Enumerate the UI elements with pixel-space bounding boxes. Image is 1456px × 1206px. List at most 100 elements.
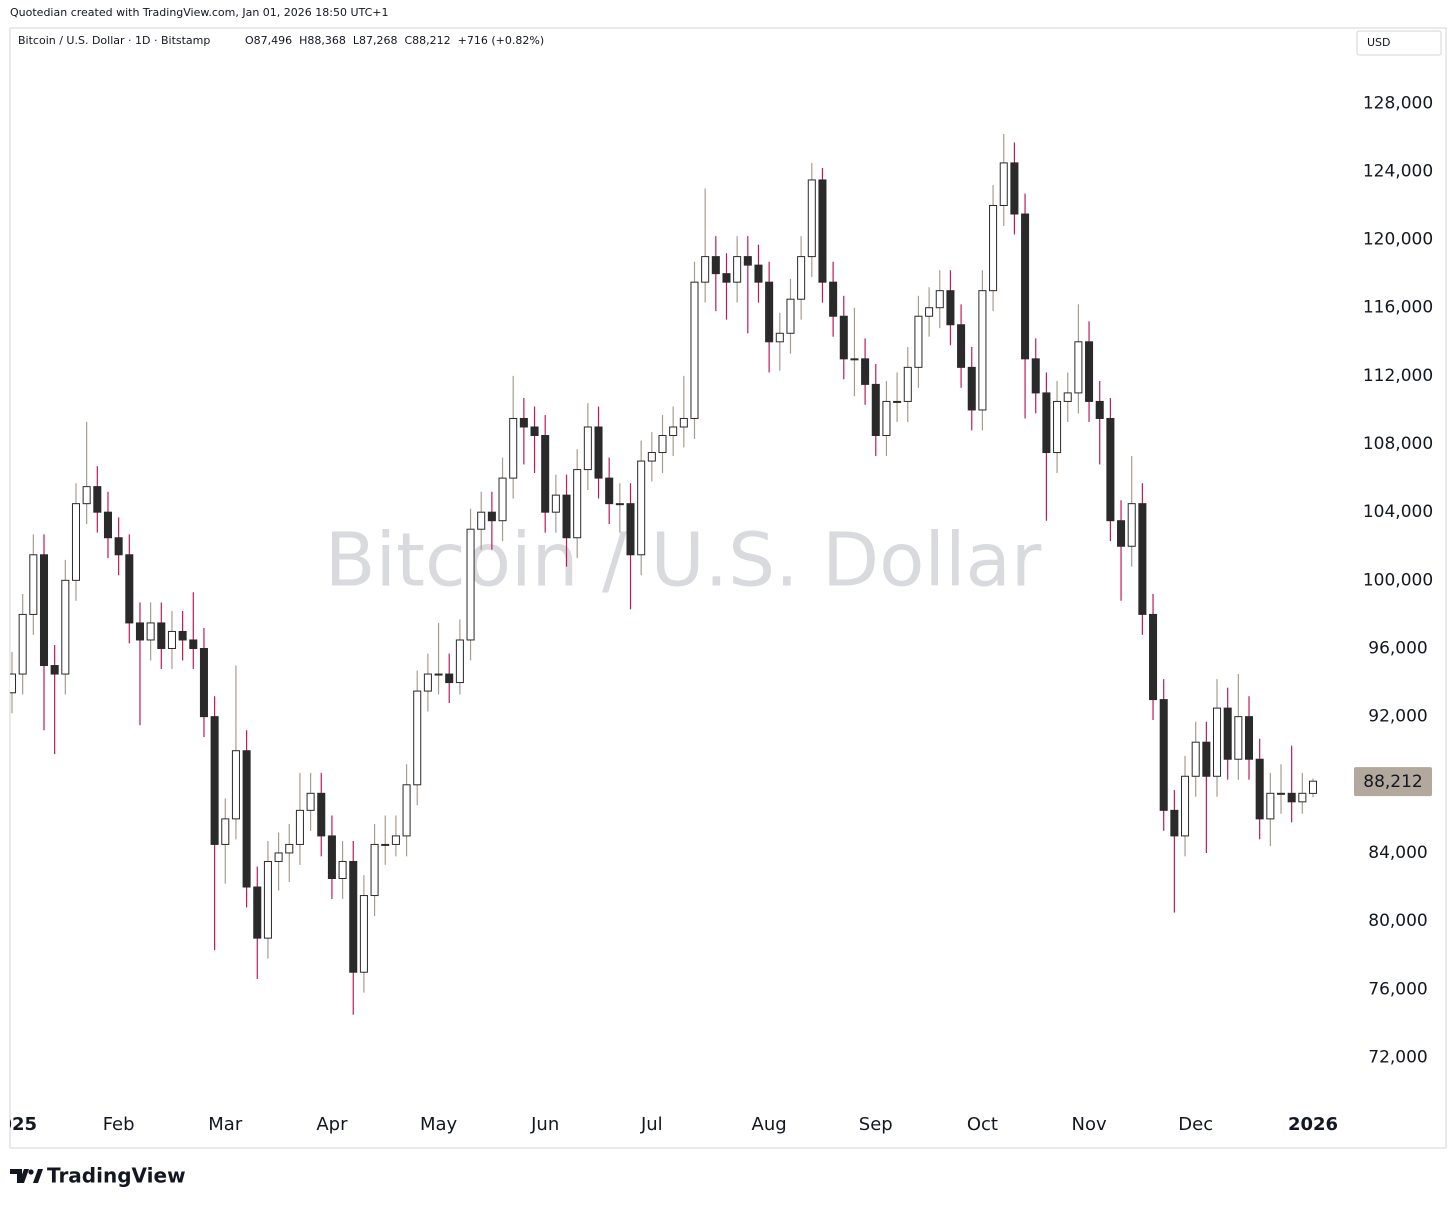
candles	[10, 133, 1318, 1015]
candle-body	[615, 503, 624, 506]
x-axis: 2025 Feb Mar Apr May Jun Jul Aug Sep Oct Nov Dec 202…	[10, 1114, 1338, 1135]
candle-body	[221, 818, 230, 845]
candle-body	[1202, 741, 1211, 777]
candle-body	[1031, 358, 1040, 394]
candle-body	[423, 673, 432, 692]
candle-body	[295, 809, 304, 845]
x-tick-label: Sep	[859, 1114, 893, 1135]
candle-body	[647, 452, 656, 462]
candle-body	[1042, 392, 1051, 454]
y-tick-label: 128,000	[1363, 93, 1433, 113]
candle-body	[199, 647, 208, 718]
x-tick-label: Oct	[967, 1114, 998, 1135]
candle-body	[1223, 707, 1232, 760]
candle-body	[82, 486, 91, 505]
candle-body	[1308, 780, 1318, 794]
candle-body	[1095, 400, 1104, 419]
candle-body	[1127, 503, 1136, 547]
candle-body	[1117, 520, 1126, 547]
last-price-label: 88,212	[1363, 772, 1422, 792]
candle-body	[1138, 503, 1147, 615]
candle-body	[711, 256, 720, 275]
candle-body	[669, 426, 678, 437]
candle-body	[1287, 792, 1296, 803]
y-tick-label: 76,000	[1368, 979, 1427, 999]
candle-body	[594, 426, 603, 479]
candle-body	[274, 852, 283, 862]
candle-body	[562, 494, 571, 539]
candle-body	[999, 162, 1008, 206]
candle-body	[701, 256, 710, 283]
candle-body	[413, 690, 422, 786]
candle-body	[135, 622, 144, 641]
candle-body	[573, 469, 582, 539]
candle-body	[605, 477, 614, 505]
candle-body	[1074, 341, 1083, 394]
currency-box[interactable]	[1356, 30, 1442, 56]
logo-icon	[33, 1169, 43, 1183]
x-tick-label: Nov	[1071, 1114, 1106, 1135]
candle-body	[50, 665, 59, 675]
watermark: Bitcoin / U.S. Dollar	[325, 518, 1042, 604]
symbol-title: Bitcoin / U.S. Dollar · 1D · Bitstamp	[18, 34, 210, 47]
x-tick-label: May	[420, 1114, 458, 1135]
header-text: Quotedian created with TradingView.com, …	[10, 6, 389, 19]
candle-body	[1234, 716, 1243, 760]
candle-body	[370, 843, 379, 897]
candle-body	[1010, 162, 1019, 215]
candle-body	[935, 290, 944, 309]
candle-body	[1021, 213, 1030, 360]
candle-body	[61, 579, 70, 675]
candle-body	[978, 290, 987, 411]
y-tick-label: 100,000	[1363, 570, 1433, 590]
candle-body	[242, 750, 251, 888]
candle-body	[850, 358, 859, 361]
candle-body	[1191, 741, 1200, 777]
candle-body	[455, 639, 464, 684]
candle-body	[93, 486, 102, 513]
candle-body	[722, 273, 731, 283]
candle-body	[882, 400, 891, 437]
candle-body	[957, 324, 966, 368]
candle-body	[786, 298, 795, 334]
candle-body	[18, 613, 27, 675]
candle-body	[263, 860, 272, 939]
logo-dot	[28, 1169, 34, 1175]
candle-body	[530, 426, 539, 437]
candle-body	[498, 477, 507, 522]
candle-body	[477, 511, 486, 530]
currency-label[interactable]: USD	[1367, 36, 1391, 49]
x-tick-label: 2026	[1288, 1114, 1338, 1135]
logo: TradingView	[10, 1164, 186, 1188]
y-tick-label: 108,000	[1363, 434, 1433, 454]
candle-body	[637, 460, 646, 556]
candle-body	[306, 792, 315, 811]
candle-body	[946, 290, 955, 326]
y-tick-label: 112,000	[1363, 366, 1433, 386]
candle-body	[967, 366, 976, 411]
candle-body	[253, 886, 262, 939]
candle-body	[519, 417, 528, 428]
y-tick-label: 116,000	[1363, 298, 1433, 318]
candle-body	[10, 673, 17, 694]
x-tick-label: Dec	[1178, 1114, 1213, 1135]
candle-body	[1053, 400, 1062, 454]
candle-body	[402, 784, 411, 837]
candle-body	[829, 281, 838, 317]
y-tick-label: 80,000	[1368, 911, 1427, 931]
candle-body	[178, 630, 187, 641]
candle-body	[338, 860, 347, 880]
candle-body	[1255, 758, 1264, 820]
x-tick-label: Aug	[752, 1114, 787, 1135]
candle-body	[1170, 809, 1179, 837]
candle-body	[210, 716, 219, 845]
candle-body	[1106, 417, 1115, 522]
candle-body	[914, 315, 923, 368]
candle-body	[754, 264, 763, 283]
candle-body	[359, 895, 368, 973]
candle-body	[466, 528, 475, 641]
y-tick-label: 104,000	[1363, 502, 1433, 522]
x-tick-label: Feb	[103, 1114, 135, 1135]
candle-body	[797, 256, 806, 300]
candle-body	[381, 843, 390, 846]
